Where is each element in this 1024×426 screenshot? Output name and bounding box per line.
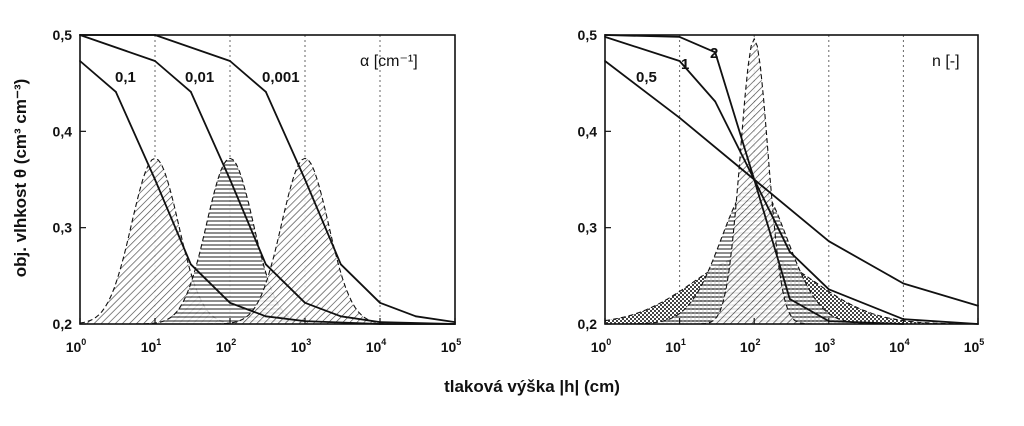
right-chart: 0,5 1 2 0,2 0,3 0,4 0,5 100 101 102 103 104 105 [578, 27, 985, 355]
data-point [114, 90, 117, 93]
x-tick-label: 105 [441, 337, 462, 355]
data-point [189, 263, 192, 266]
data-point [902, 282, 905, 285]
series-label-1: 0,01 [185, 69, 214, 86]
x-tick-label: 102 [216, 337, 237, 355]
series-label-0: 0,5 [636, 69, 657, 86]
plot-frame [604, 34, 979, 325]
y-tick-label: 0,2 [578, 316, 598, 332]
x-tick-label: 104 [366, 337, 387, 355]
y-tick-label: 0,4 [578, 123, 598, 139]
series-label-1: 1 [681, 56, 689, 73]
series-label-2: 2 [710, 45, 718, 62]
data-point [753, 178, 756, 181]
data-point [264, 263, 267, 266]
data-point [264, 315, 267, 318]
x-axis-title: tlaková výška |h| (cm) [444, 377, 620, 396]
data-point [339, 263, 342, 266]
data-point [678, 116, 681, 119]
x-tick-label: 103 [815, 337, 836, 355]
series-label-0: 0,1 [115, 69, 136, 86]
plot-frame [79, 34, 456, 325]
data-point [414, 315, 417, 318]
y-tick-label: 0,4 [53, 123, 73, 139]
data-point [678, 60, 681, 62]
x-tick-label: 100 [66, 337, 87, 355]
left-parameter-label: α [cm⁻¹] [360, 53, 418, 70]
y-tick-label: 0,3 [53, 220, 73, 236]
data-point [714, 51, 717, 54]
x-tick-label: 101 [141, 337, 162, 355]
data-point [229, 301, 231, 304]
data-point [339, 315, 342, 318]
y-tick-label: 0,5 [578, 27, 598, 43]
series-line-1 [604, 36, 979, 325]
x-tick-label: 101 [665, 337, 686, 355]
series-line-0 [604, 60, 979, 307]
right-parameter-label: n [-] [932, 53, 960, 70]
y-tick-label: 0,5 [53, 27, 73, 43]
data-point [379, 301, 381, 304]
data-point [189, 90, 192, 93]
x-tick-label: 104 [889, 337, 910, 355]
y-tick-label: 0,3 [578, 220, 598, 236]
data-point [154, 60, 156, 62]
data-point [264, 90, 267, 93]
x-tick-label: 102 [740, 337, 761, 355]
data-point [678, 36, 681, 38]
data-point [229, 178, 231, 181]
data-point [229, 60, 231, 62]
y-axis-title: obj. vlhkost θ (cm³ cm⁻³) [11, 79, 30, 278]
data-point [304, 178, 306, 181]
left-chart: 0,1 0,01 0,001 0,2 0,3 0,4 0,5 100 101 102 103 104 1… [53, 27, 462, 355]
data-point [714, 100, 717, 103]
series-label-2: 0,001 [262, 69, 300, 86]
x-tick-label: 105 [964, 337, 985, 355]
data-point [788, 298, 791, 300]
data-point [154, 178, 156, 181]
data-point [827, 240, 830, 243]
data-point [304, 301, 306, 304]
x-tick-label: 103 [291, 337, 312, 355]
data-point [827, 288, 830, 291]
data-point [788, 250, 791, 253]
x-tick-label: 100 [591, 337, 612, 355]
y-tick-label: 0,2 [53, 316, 73, 332]
